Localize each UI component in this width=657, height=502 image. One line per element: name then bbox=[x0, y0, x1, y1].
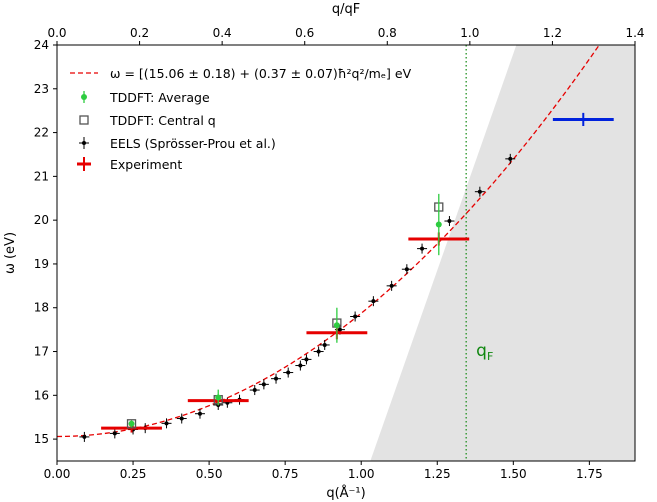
eels-marker bbox=[298, 363, 303, 368]
top-tick-label: 0.0 bbox=[47, 26, 66, 40]
eels-marker bbox=[304, 357, 309, 362]
x-tick-label: 0.50 bbox=[196, 467, 223, 481]
x-tick-label: 1.00 bbox=[348, 467, 375, 481]
y-tick-label: 16 bbox=[34, 388, 49, 402]
y-tick-label: 24 bbox=[34, 38, 49, 52]
eels-point bbox=[474, 186, 485, 197]
eels-point bbox=[386, 280, 397, 291]
legend-label-fit: ω = [(15.06 ± 0.18) + (0.37 ± 0.07)ħ²q²/… bbox=[110, 66, 412, 81]
x-tick-label: 1.75 bbox=[576, 467, 603, 481]
eels-point bbox=[109, 428, 120, 439]
plot-frame bbox=[56, 44, 636, 462]
y-tick-label: 21 bbox=[34, 169, 49, 183]
top-tick-label: 1.0 bbox=[460, 26, 479, 40]
tddft-central-marker bbox=[126, 419, 137, 429]
eels-marker bbox=[261, 382, 266, 387]
eels-marker bbox=[322, 342, 327, 347]
legend-label-eels: EELS (Sprösser-Prou et al.) bbox=[110, 136, 276, 151]
y-tick-label: 17 bbox=[34, 345, 49, 359]
eels-point bbox=[505, 153, 516, 164]
y-tick-label: 22 bbox=[34, 126, 49, 140]
eels-point bbox=[368, 296, 379, 307]
eels-point bbox=[283, 367, 294, 378]
tddft-average-point bbox=[215, 389, 222, 406]
eels-point bbox=[319, 339, 330, 350]
eels-point bbox=[444, 216, 455, 227]
top-tick-label: 1.4 bbox=[625, 26, 644, 40]
eels-marker bbox=[420, 246, 425, 251]
x-tick-label: 1.50 bbox=[500, 467, 527, 481]
shaded-region bbox=[370, 45, 635, 461]
x-tick-label: 1.25 bbox=[424, 467, 451, 481]
top-tick-label: 0.6 bbox=[295, 26, 314, 40]
eels-marker bbox=[197, 411, 202, 416]
tddft-average-point bbox=[435, 193, 442, 256]
eels-point bbox=[249, 385, 260, 396]
fit-curve bbox=[57, 45, 600, 438]
tddft-average-point bbox=[333, 307, 340, 343]
top-tick-label: 0.2 bbox=[130, 26, 149, 40]
axes: 0.00 0.25 0.50 0.75 1.00 1.25 1.50 1.75 15 16 17 18… bbox=[34, 26, 645, 481]
eels-marker bbox=[477, 189, 482, 194]
eels-point bbox=[271, 373, 282, 384]
eels-marker bbox=[508, 156, 513, 161]
legend-label-tddft_avg: TDDFT: Average bbox=[109, 90, 210, 105]
eels-point bbox=[194, 408, 205, 419]
eels-marker bbox=[353, 314, 358, 319]
eels-marker bbox=[286, 370, 291, 375]
tddft-average-point bbox=[128, 420, 135, 428]
eels-point bbox=[401, 264, 412, 275]
top-tick-label: 0.8 bbox=[378, 26, 397, 40]
data-marks bbox=[79, 112, 614, 442]
eels-point bbox=[350, 311, 361, 322]
eels-point bbox=[295, 360, 306, 371]
y-tick-label: 23 bbox=[34, 82, 49, 96]
eels-marker bbox=[179, 416, 184, 421]
x-tick-label: 0.00 bbox=[44, 467, 71, 481]
tddft-average-marker bbox=[215, 394, 222, 401]
legend: ω = [(15.06 ± 0.18) + (0.37 ± 0.07)ħ²q²/… bbox=[70, 66, 412, 172]
eels-point bbox=[161, 418, 172, 429]
eels-marker bbox=[371, 299, 376, 304]
y-tick-label: 19 bbox=[34, 257, 49, 271]
tddft-average-marker bbox=[128, 420, 135, 427]
eels-marker bbox=[82, 434, 87, 439]
legend-tddft-avg-swatch bbox=[81, 94, 87, 100]
x-tick-label: 0.25 bbox=[120, 467, 147, 481]
eels-marker bbox=[112, 431, 117, 436]
x-axis-label: q(Å⁻¹) bbox=[326, 485, 365, 501]
top-axis-label: q/qF bbox=[332, 2, 360, 17]
tddft-average-marker bbox=[333, 322, 340, 329]
eels-point bbox=[301, 354, 312, 365]
eels-point bbox=[417, 243, 428, 254]
x-tick-label: 0.75 bbox=[272, 467, 299, 481]
eels-marker bbox=[316, 349, 321, 354]
eels-marker bbox=[252, 388, 257, 393]
eels-point bbox=[176, 413, 187, 424]
y-tick-label: 15 bbox=[34, 432, 49, 446]
eels-point bbox=[258, 379, 269, 390]
legend-eels-swatch bbox=[82, 141, 86, 145]
eels-marker bbox=[389, 283, 394, 288]
tddft-average-marker bbox=[435, 221, 442, 228]
y-tick-label: 18 bbox=[34, 301, 49, 315]
legend-tddft-central-swatch bbox=[79, 115, 89, 125]
eels-marker bbox=[404, 267, 409, 272]
y-tick-label: 20 bbox=[34, 213, 49, 227]
eels-point bbox=[79, 431, 90, 442]
blue-experiment-point bbox=[552, 112, 614, 127]
top-tick-label: 0.4 bbox=[213, 26, 232, 40]
eels-marker bbox=[337, 327, 342, 332]
eels-marker bbox=[164, 421, 169, 426]
eels-point bbox=[313, 346, 324, 357]
legend-label-experiment: Experiment bbox=[110, 157, 182, 172]
legend-label-tddft_central: TDDFT: Central q bbox=[109, 113, 216, 128]
y-axis-label: ω (eV) bbox=[3, 232, 18, 274]
top-tick-label: 1.2 bbox=[543, 26, 562, 40]
eels-marker bbox=[274, 376, 279, 381]
eels-marker bbox=[447, 219, 452, 224]
